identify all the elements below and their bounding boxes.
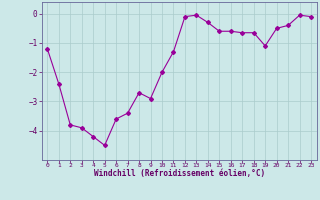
- X-axis label: Windchill (Refroidissement éolien,°C): Windchill (Refroidissement éolien,°C): [94, 169, 265, 178]
